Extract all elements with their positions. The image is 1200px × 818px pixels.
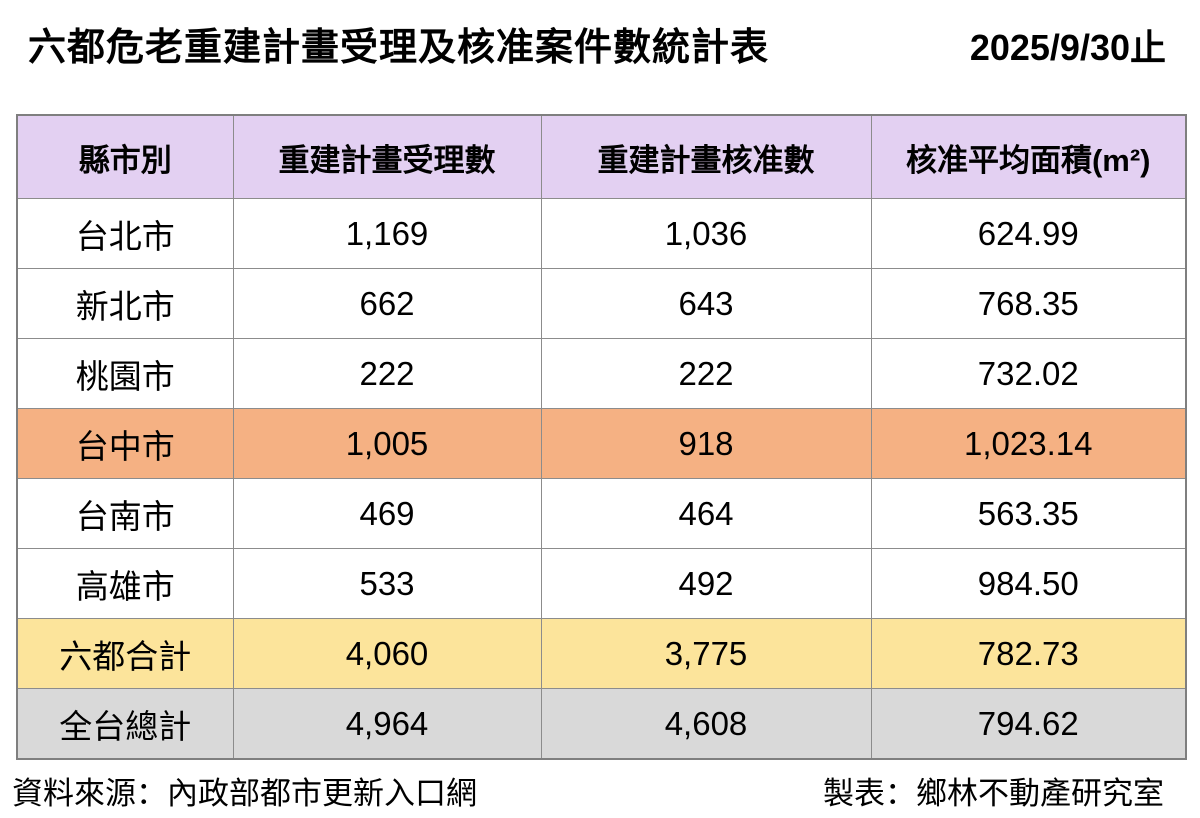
city-cell: 桃園市 [16,338,234,409]
col-header-approved: 重建計畫核准數 [540,114,872,199]
col-header-avg-area: 核准平均面積(m²) [870,114,1187,199]
table-row-taichung-highlighted: 台中市 1,005 918 1,023.14 [16,408,1187,479]
accepted-cell: 469 [232,478,542,549]
avg-area-cell: 563.35 [870,478,1187,549]
bottom-footer: 資料來源：內政部都市更新入口網 製表：鄉林不動產研究室 [12,768,1164,813]
city-cell: 台南市 [16,478,234,549]
approved-cell: 222 [540,338,872,409]
city-cell: 全台總計 [16,688,234,760]
avg-area-cell: 984.50 [870,548,1187,619]
accepted-cell: 4,060 [232,618,542,689]
approved-cell: 4,608 [540,688,872,760]
city-cell: 新北市 [16,268,234,339]
avg-area-cell: 1,023.14 [870,408,1187,479]
accepted-cell: 533 [232,548,542,619]
approved-cell: 643 [540,268,872,339]
as-of-date: 2025/9/30止 [969,27,1166,68]
city-cell: 台中市 [16,408,234,479]
avg-area-cell: 768.35 [870,268,1187,339]
col-header-city: 縣市別 [16,114,234,199]
city-cell: 高雄市 [16,548,234,619]
table-row-nationwide-total: 全台總計 4,964 4,608 794.62 [16,688,1187,760]
accepted-cell: 4,964 [232,688,542,760]
top-header: 六都危老重建計畫受理及核准案件數統計表 2025/9/30止 [28,16,1166,71]
accepted-cell: 662 [232,268,542,339]
table-row-tainan: 台南市 469 464 563.35 [16,478,1187,549]
approved-cell: 464 [540,478,872,549]
page-title: 六都危老重建計畫受理及核准案件數統計表 [28,27,770,69]
city-cell: 台北市 [16,198,234,269]
table-row-newtaipei: 新北市 662 643 768.35 [16,268,1187,339]
table-header-row: 縣市別 重建計畫受理數 重建計畫核准數 核准平均面積(m²) [16,114,1187,199]
avg-area-cell: 732.02 [870,338,1187,409]
statistics-table: 縣市別 重建計畫受理數 重建計畫核准數 核准平均面積(m²) 台北市 1,169… [16,114,1187,760]
col-header-accepted: 重建計畫受理數 [232,114,542,199]
accepted-cell: 1,169 [232,198,542,269]
approved-cell: 918 [540,408,872,479]
approved-cell: 1,036 [540,198,872,269]
table-credit-note: 製表：鄉林不動產研究室 [823,776,1164,811]
approved-cell: 3,775 [540,618,872,689]
table-row-taipei: 台北市 1,169 1,036 624.99 [16,198,1187,269]
avg-area-cell: 794.62 [870,688,1187,760]
table-row-kaohsiung: 高雄市 533 492 984.50 [16,548,1187,619]
data-source-note: 資料來源：內政部都市更新入口網 [12,776,477,811]
accepted-cell: 1,005 [232,408,542,479]
table-row-six-cities-subtotal: 六都合計 4,060 3,775 782.73 [16,618,1187,689]
accepted-cell: 222 [232,338,542,409]
table-row-taoyuan: 桃園市 222 222 732.02 [16,338,1187,409]
avg-area-cell: 782.73 [870,618,1187,689]
avg-area-cell: 624.99 [870,198,1187,269]
approved-cell: 492 [540,548,872,619]
city-cell: 六都合計 [16,618,234,689]
